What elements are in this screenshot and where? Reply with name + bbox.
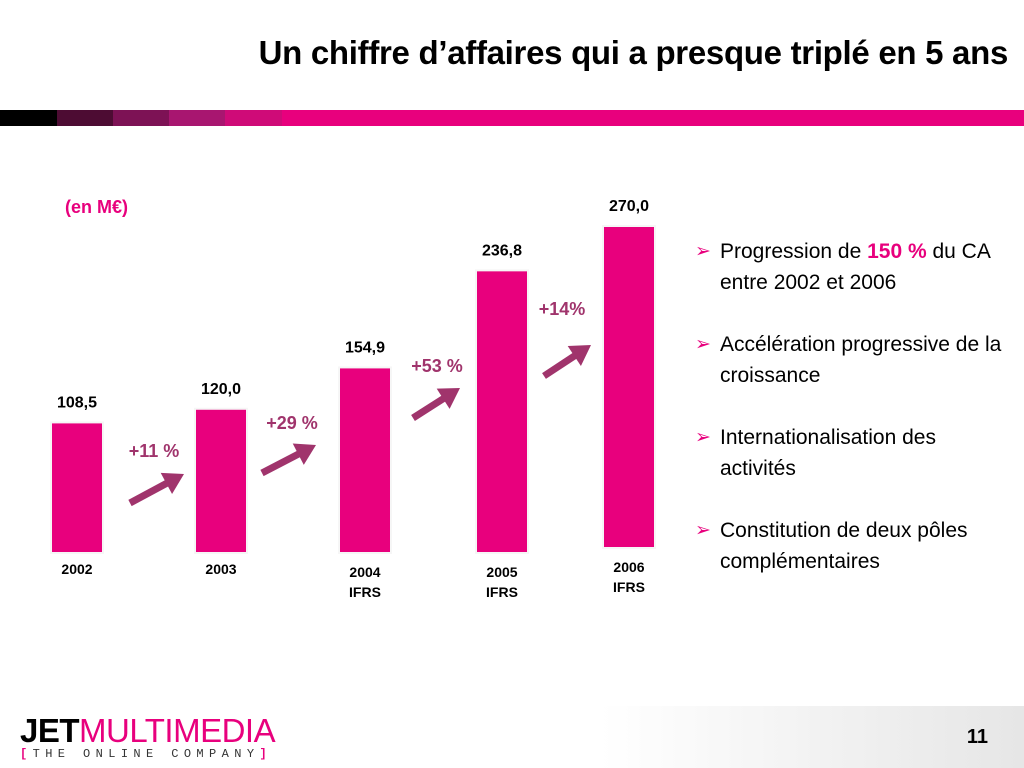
chart-unit-label: (en M€) (65, 197, 128, 217)
bullet-list: ➢ Progression de 150 % du CA entre 2002 e… (694, 236, 1014, 608)
arrow-bullet-icon: ➢ (695, 334, 711, 355)
bar-2002 (52, 423, 102, 552)
bullet-text: Internationalisation des activités (720, 426, 936, 480)
category-label: 2004 (349, 564, 380, 580)
category-label: 2005 (486, 564, 517, 580)
category-sublabel: IFRS (349, 584, 381, 600)
logo-jet: JET (20, 712, 80, 749)
bar-value-label: 270,0 (609, 198, 649, 215)
growth-arrow-shaft (260, 450, 302, 477)
bar-2005 (477, 271, 527, 552)
band-segment-accent (282, 110, 1024, 126)
growth-label: +53 % (411, 356, 463, 376)
revenue-bar-chart: 108,5 2002 120,0 2003 154,9 2004 IFRS 236,8 2005… (50, 198, 656, 600)
growth-arrow-shaft (542, 351, 578, 379)
growth-arrow-icon (436, 388, 460, 409)
bar-value-label: 154,9 (345, 339, 385, 356)
category-sublabel: IFRS (486, 584, 518, 600)
bullet-item: ➢ Accélération progressive de la croissan… (694, 329, 1014, 391)
jetmultimedia-logo: JETMULTIMEDIA [THE ONLINE COMPANY] (20, 712, 276, 762)
bullet-highlight: 150 % (867, 240, 927, 263)
category-label: 2002 (61, 561, 92, 577)
band-segment-black (0, 110, 57, 126)
arrow-bullet-icon: ➢ (695, 241, 711, 262)
bullet-item: ➢ Internationalisation des activités (694, 422, 1014, 484)
logo-wordmark: JETMULTIMEDIA (20, 712, 276, 749)
bullet-item: ➢ Constitution de deux pôles complémentai… (694, 515, 1014, 577)
band-segment-1 (57, 110, 113, 126)
category-label: 2006 (613, 559, 644, 575)
growth-arrow-shaft (411, 394, 447, 421)
bar-value-label: 120,0 (201, 381, 241, 398)
logo-tagline: [THE ONLINE COMPANY] (20, 747, 273, 761)
header-color-band (0, 110, 1024, 126)
category-sublabel: IFRS (613, 579, 645, 595)
bullet-text: Constitution de deux pôles complémentair… (720, 519, 968, 573)
bar-value-label: 108,5 (57, 394, 97, 411)
bar-2004 (340, 368, 390, 552)
band-segment-3 (169, 110, 225, 126)
footer-gradient (600, 706, 1024, 768)
growth-arrow-icon (567, 345, 591, 367)
bullet-item: ➢ Progression de 150 % du CA entre 2002 e… (694, 236, 1014, 298)
slide-title: Un chiffre d’affaires qui a presque trip… (258, 34, 1009, 71)
band-segment-2 (113, 110, 169, 126)
growth-label: +14% (539, 299, 586, 319)
page-number: 11 (966, 726, 988, 748)
growth-label: +29 % (266, 413, 318, 433)
footer: JETMULTIMEDIA [THE ONLINE COMPANY] 11 (0, 706, 1024, 768)
bar-value-label: 236,8 (482, 242, 522, 259)
growth-arrow-icon (292, 443, 316, 465)
arrow-bullet-icon: ➢ (695, 427, 711, 448)
growth-arrow-icon (160, 472, 184, 495)
band-segment-4 (225, 110, 282, 126)
bullet-text: du CA entre 2002 et 2006 (720, 240, 990, 294)
logo-multimedia: MULTIMEDIA (79, 712, 276, 749)
category-label: 2003 (205, 561, 236, 577)
bar-2006 (604, 227, 654, 547)
bullet-text: Progression de (720, 240, 868, 263)
growth-arrow-shaft (128, 479, 170, 507)
arrow-bullet-icon: ➢ (695, 520, 711, 541)
growth-label: +11 % (129, 441, 180, 461)
bar-2003 (196, 409, 246, 552)
bullet-text: Accélération progressive de la croissanc… (720, 333, 1002, 387)
